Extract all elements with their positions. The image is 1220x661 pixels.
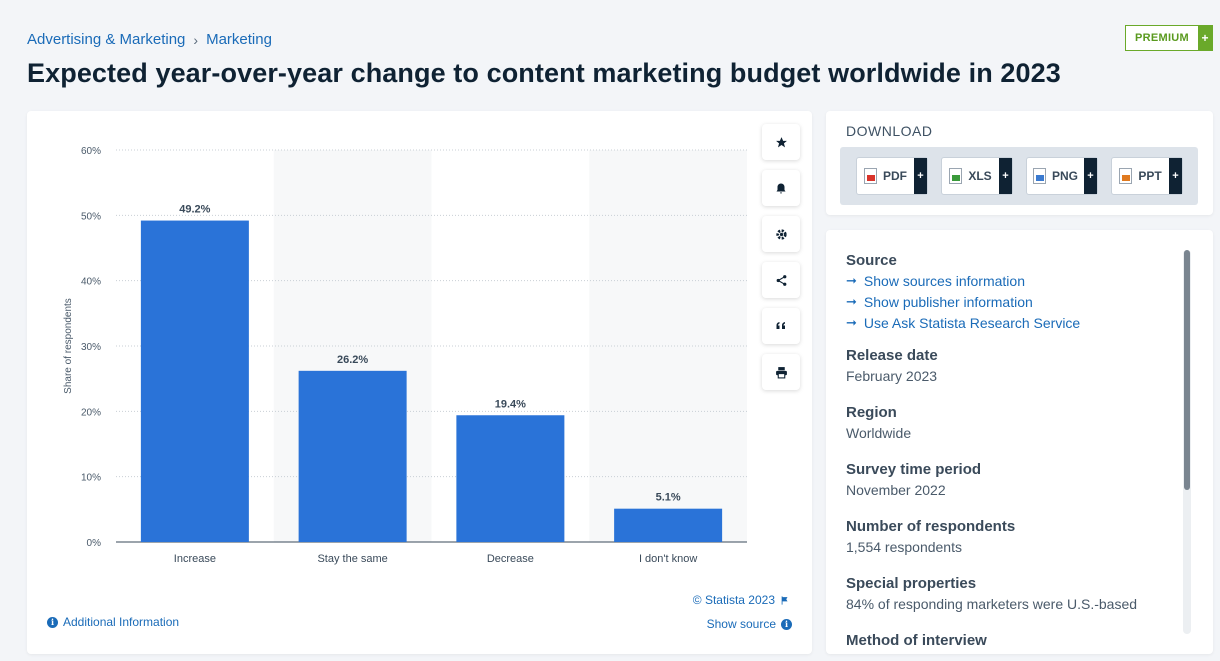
release-date-heading: Release date [846, 347, 938, 364]
arrow-right-icon: ➞ [846, 273, 857, 288]
premium-button[interactable]: PREMIUM + [1125, 25, 1213, 51]
ask-statista-link[interactable]: ➞ Use Ask Statista Research Service [846, 315, 1081, 331]
x-tick-label: Increase [174, 553, 216, 565]
respondents-value: 1,554 respondents [846, 539, 962, 555]
page-title: Expected year-over-year change to conten… [27, 58, 1061, 88]
breadcrumb-current-link[interactable]: Marketing [206, 31, 272, 48]
show-source-link[interactable]: Show source i [707, 617, 792, 631]
info-icon: i [47, 616, 58, 628]
cite-button[interactable] [762, 308, 800, 344]
star-icon [775, 136, 787, 147]
special-properties-heading: Special properties [846, 575, 977, 592]
survey-period-value: November 2022 [846, 482, 946, 498]
print-icon [775, 366, 787, 378]
bar-chart: 0% 10% 20% 30% 40% 50% 60% Share of respondents… [63, 146, 747, 565]
y-tick-label: 50% [81, 211, 101, 222]
data-label: 49.2% [179, 204, 210, 216]
x-tick-label: Stay the same [317, 553, 387, 565]
bell-icon [776, 183, 786, 193]
bar [456, 415, 565, 542]
plus-icon: + [1084, 158, 1097, 194]
x-tick-label: I don't know [639, 553, 697, 565]
breadcrumb-parent-link[interactable]: Advertising & Marketing [27, 31, 186, 48]
print-button[interactable] [762, 354, 800, 390]
region-heading: Region [846, 404, 897, 421]
favorite-button[interactable] [762, 124, 800, 160]
premium-plus-icon: + [1198, 26, 1212, 50]
info-icon: i [781, 618, 792, 630]
source-heading: Source [846, 252, 897, 269]
copyright-text: © Statista 2023 [692, 593, 775, 607]
bar [298, 370, 407, 542]
download-ppt-button[interactable]: PPT + [1111, 157, 1183, 195]
details-content: Source ➞ Show sources information ➞ Show p… [846, 252, 1166, 653]
y-tick-label: 10% [81, 473, 101, 484]
bar [614, 508, 723, 542]
show-sources-link[interactable]: ➞ Show sources information [846, 273, 1025, 289]
arrow-right-icon: ➞ [846, 315, 857, 330]
quote-icon [776, 322, 785, 329]
additional-information-label: Additional Information [63, 615, 180, 629]
data-label: 5.1% [656, 492, 681, 504]
download-panel: DOWNLOAD PDF + XLS + PNG + PPT + [826, 111, 1213, 215]
plus-icon: + [1169, 158, 1182, 194]
premium-label: PREMIUM [1134, 32, 1190, 44]
method-heading: Method of interview [846, 632, 987, 649]
download-pdf-label: PDF [883, 169, 907, 183]
share-button[interactable] [762, 262, 800, 298]
chart-toolbar [762, 124, 800, 390]
pdf-file-icon [864, 168, 877, 184]
show-publisher-link[interactable]: ➞ Show publisher information [846, 294, 1033, 310]
plus-icon: + [999, 158, 1012, 194]
download-png-button[interactable]: PNG + [1026, 157, 1098, 195]
y-tick-label: 0% [87, 538, 102, 549]
scrollbar-thumb[interactable] [1184, 250, 1190, 490]
y-axis-label: Share of respondents [63, 298, 74, 394]
data-label: 26.2% [337, 354, 368, 366]
download-buttons: PDF + XLS + PNG + PPT + [840, 147, 1198, 205]
breadcrumb: Advertising & Marketing › Marketing [27, 31, 272, 48]
bar [140, 220, 249, 542]
share-icon [776, 274, 786, 286]
survey-period-heading: Survey time period [846, 461, 982, 478]
special-properties-value: 84% of responding marketers were U.S.-ba… [846, 596, 1138, 612]
region-value: Worldwide [846, 425, 912, 441]
data-label: 19.4% [495, 398, 526, 410]
release-date-value: February 2023 [846, 368, 938, 384]
y-tick-label: 30% [81, 342, 101, 353]
download-png-label: PNG [1051, 169, 1078, 183]
respondents-heading: Number of respondents [846, 518, 1016, 535]
statista-copyright-link[interactable]: © Statista 2023 [693, 593, 790, 607]
plus-icon: + [914, 158, 927, 194]
notification-button[interactable] [762, 170, 800, 206]
download-ppt-label: PPT [1138, 169, 1162, 183]
chart-card: 0% 10% 20% 30% 40% 50% 60% Share of respondents… [27, 111, 812, 654]
y-tick-label: 40% [81, 277, 101, 288]
download-pdf-button[interactable]: PDF + [856, 157, 928, 195]
png-file-icon [1032, 168, 1046, 184]
show-source-label: Show source [706, 617, 776, 631]
x-tick-label: Decrease [487, 553, 534, 565]
breadcrumb-separator: › [193, 31, 199, 48]
flag-icon [781, 595, 788, 605]
settings-button[interactable] [762, 216, 800, 252]
ppt-file-icon [1119, 168, 1133, 184]
xls-file-icon [949, 168, 963, 184]
download-xls-button[interactable]: XLS + [941, 157, 1013, 195]
y-tick-label: 60% [81, 146, 101, 157]
y-tick-label: 20% [81, 407, 101, 418]
download-title: DOWNLOAD [846, 123, 933, 139]
gear-icon [775, 228, 787, 240]
download-xls-label: XLS [968, 169, 992, 183]
arrow-right-icon: ➞ [846, 294, 857, 309]
additional-information-link[interactable]: i Additional Information [47, 615, 179, 629]
statistic-details-panel: Source ➞ Show sources information ➞ Show p… [826, 230, 1213, 654]
